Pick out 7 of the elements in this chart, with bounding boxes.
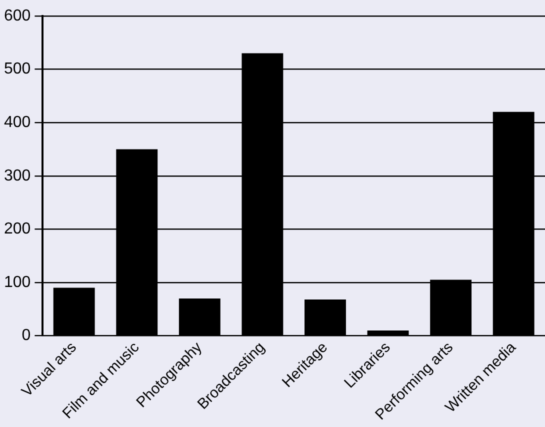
y-tick-label: 0 bbox=[22, 327, 31, 344]
y-tick-label: 500 bbox=[4, 60, 31, 78]
y-tick-label: 600 bbox=[4, 7, 31, 24]
y-tick-label: 400 bbox=[4, 114, 31, 131]
y-tick-label: 200 bbox=[4, 220, 31, 238]
y-tick-label: 300 bbox=[4, 167, 31, 184]
y-tick-label: 100 bbox=[4, 274, 31, 291]
